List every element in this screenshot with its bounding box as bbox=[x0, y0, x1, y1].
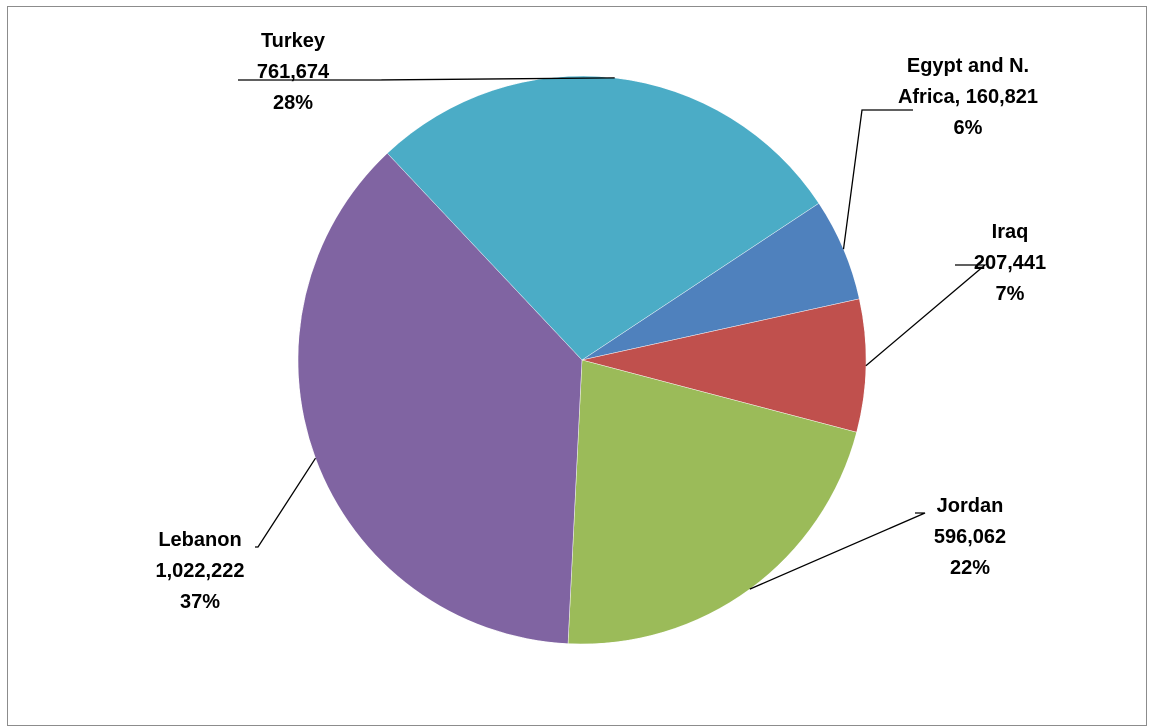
data-label: Turkey 761,674 28% bbox=[257, 30, 330, 114]
leader-line bbox=[238, 77, 615, 81]
pie-slice-lebanon bbox=[297, 152, 583, 644]
leader-line bbox=[255, 457, 317, 548]
data-labels: Egypt and N. Africa, 160,821 6% Iraq 207,441… bbox=[156, 30, 1047, 613]
data-label-line: 596,062 bbox=[934, 526, 1006, 548]
data-label: Iraq 207,441 7% bbox=[974, 221, 1046, 305]
data-label: Lebanon 1,022,222 37% bbox=[156, 529, 245, 613]
data-label: Egypt and N. Africa, 160,821 6% bbox=[898, 55, 1038, 139]
data-label-line: Iraq bbox=[992, 221, 1029, 243]
data-label: Jordan 596,062 22% bbox=[934, 495, 1006, 579]
leader-line bbox=[865, 264, 987, 367]
leader-line bbox=[749, 512, 926, 590]
data-label-line: 22% bbox=[950, 557, 990, 579]
data-label-line: 1,022,222 bbox=[156, 560, 245, 582]
data-label-line: 28% bbox=[273, 92, 313, 114]
pie-slice-jordan bbox=[567, 359, 857, 645]
pie-slices bbox=[297, 75, 867, 645]
data-label-line: Africa, 160,821 bbox=[898, 86, 1038, 108]
leader-line bbox=[842, 109, 913, 250]
data-label-line: Lebanon bbox=[158, 529, 241, 551]
data-label-line: Egypt and N. bbox=[907, 55, 1029, 77]
data-label-line: 7% bbox=[996, 283, 1025, 305]
data-label-line: Turkey bbox=[261, 30, 326, 52]
data-label-line: 6% bbox=[954, 117, 983, 139]
pie-slice-turkey bbox=[386, 75, 820, 361]
leader-lines bbox=[238, 77, 987, 590]
data-label-line: Jordan bbox=[937, 495, 1004, 517]
data-label-line: 761,674 bbox=[257, 61, 330, 83]
data-label-line: 37% bbox=[180, 591, 220, 613]
data-label-line: 207,441 bbox=[974, 252, 1046, 274]
